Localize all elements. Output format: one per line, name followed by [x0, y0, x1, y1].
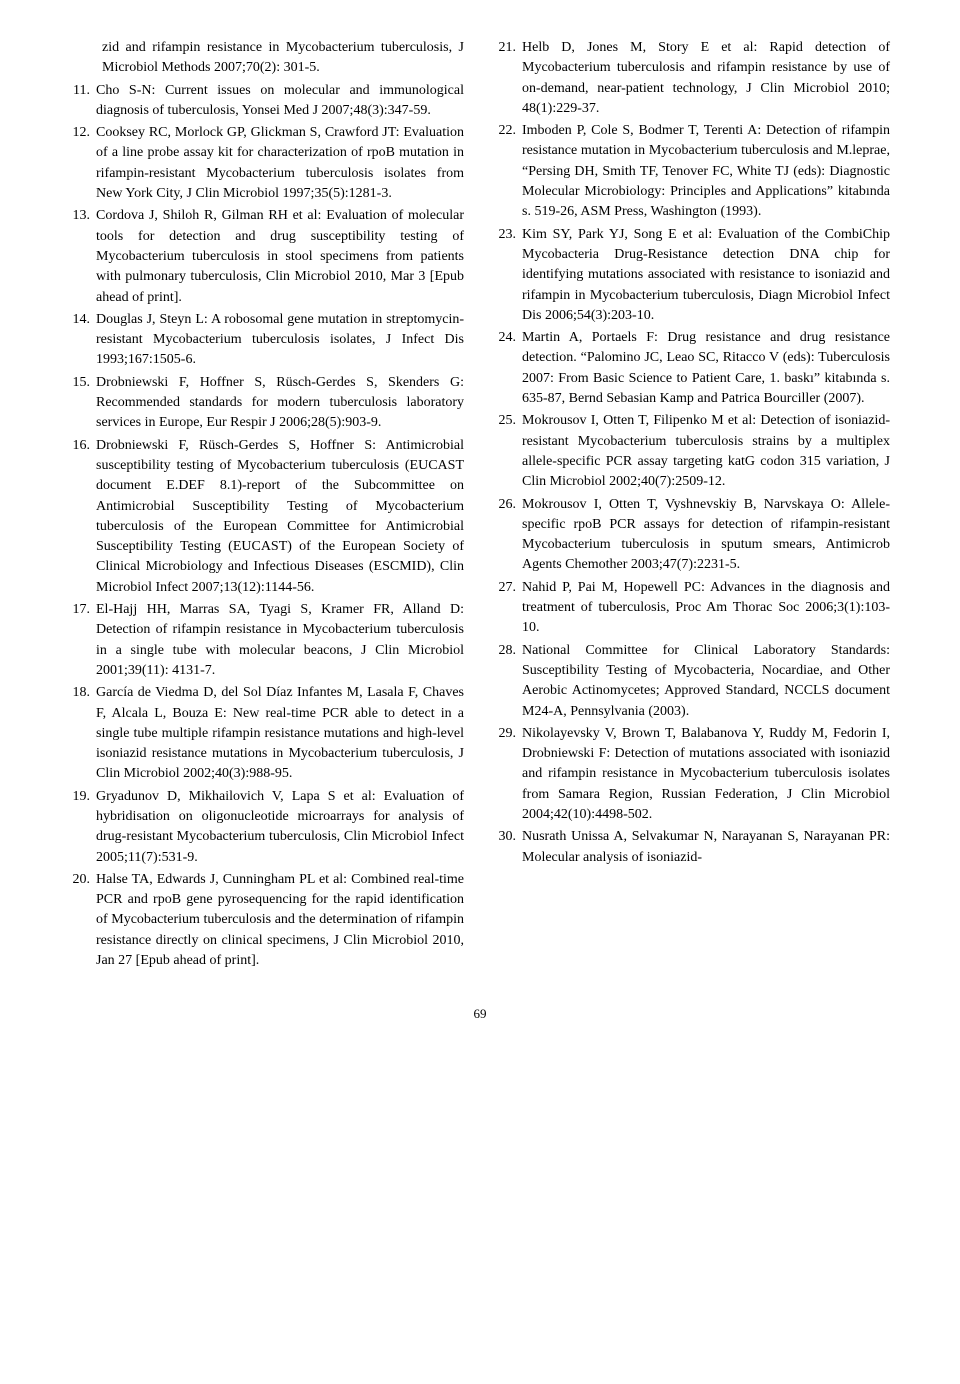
reference-number: 14. [70, 310, 96, 371]
reference-text: Cooksey RC, Morlock GP, Glickman S, Craw… [96, 123, 464, 204]
reference-text: El-Hajj HH, Marras SA, Tyagi S, Kramer F… [96, 600, 464, 681]
reference-item: 28.National Committee for Clinical Labor… [496, 641, 890, 722]
reference-text: Imboden P, Cole S, Bodmer T, Terenti A: … [522, 121, 890, 222]
reference-number: 25. [496, 411, 522, 492]
reference-item: 29.Nikolayevsky V, Brown T, Balabanova Y… [496, 724, 890, 825]
reference-orphan-continuation: zid and rifampin resistance in Mycobacte… [70, 38, 464, 79]
reference-number: 12. [70, 123, 96, 204]
reference-number: 27. [496, 578, 522, 639]
reference-text: Cordova J, Shiloh R, Gilman RH et al: Ev… [96, 206, 464, 307]
reference-item: 13.Cordova J, Shiloh R, Gilman RH et al:… [70, 206, 464, 307]
reference-item: 25.Mokrousov I, Otten T, Filipenko M et … [496, 411, 890, 492]
reference-item: 30.Nusrath Unissa A, Selvakumar N, Naray… [496, 827, 890, 868]
reference-number: 22. [496, 121, 522, 222]
reference-text: Drobniewski F, Rüsch-Gerdes S, Hoffner S… [96, 436, 464, 598]
reference-text: Mokrousov I, Otten T, Filipenko M et al:… [522, 411, 890, 492]
reference-number: 29. [496, 724, 522, 825]
reference-text: Nikolayevsky V, Brown T, Balabanova Y, R… [522, 724, 890, 825]
reference-number: 21. [496, 38, 522, 119]
reference-number: 19. [70, 787, 96, 868]
reference-text: National Committee for Clinical Laborato… [522, 641, 890, 722]
reference-text: Drobniewski F, Hoffner S, Rüsch-Gerdes S… [96, 373, 464, 434]
reference-item: 19.Gryadunov D, Mikhailovich V, Lapa S e… [70, 787, 464, 868]
reference-number: 13. [70, 206, 96, 307]
reference-number: 24. [496, 328, 522, 409]
reference-item: 22.Imboden P, Cole S, Bodmer T, Terenti … [496, 121, 890, 222]
reference-item: 15.Drobniewski F, Hoffner S, Rüsch-Gerde… [70, 373, 464, 434]
reference-item: 26.Mokrousov I, Otten T, Vyshnevskiy B, … [496, 495, 890, 576]
reference-number: 16. [70, 436, 96, 598]
reference-number: 11. [70, 81, 96, 122]
reference-number: 20. [70, 870, 96, 971]
reference-item: 18.García de Viedma D, del Sol Díaz Infa… [70, 683, 464, 784]
reference-item: 12.Cooksey RC, Morlock GP, Glickman S, C… [70, 123, 464, 204]
reference-text: Nahid P, Pai M, Hopewell PC: Advances in… [522, 578, 890, 639]
reference-text: Cho S-N: Current issues on molecular and… [96, 81, 464, 122]
reference-text: Halse TA, Edwards J, Cunningham PL et al… [96, 870, 464, 971]
reference-number: 23. [496, 225, 522, 326]
reference-item: 21.Helb D, Jones M, Story E et al: Rapid… [496, 38, 890, 119]
reference-item: 14.Douglas J, Steyn L: A robosomal gene … [70, 310, 464, 371]
reference-item: 17.El-Hajj HH, Marras SA, Tyagi S, Krame… [70, 600, 464, 681]
reference-item: 16.Drobniewski F, Rüsch-Gerdes S, Hoffne… [70, 436, 464, 598]
reference-text: Nusrath Unissa A, Selvakumar N, Narayana… [522, 827, 890, 868]
reference-text: Mokrousov I, Otten T, Vyshnevskiy B, Nar… [522, 495, 890, 576]
reference-item: 11.Cho S-N: Current issues on molecular … [70, 81, 464, 122]
reference-text: Helb D, Jones M, Story E et al: Rapid de… [522, 38, 890, 119]
reference-text: Martin A, Portaels F: Drug resistance an… [522, 328, 890, 409]
reference-text: Gryadunov D, Mikhailovich V, Lapa S et a… [96, 787, 464, 868]
reference-text: Kim SY, Park YJ, Song E et al: Evaluatio… [522, 225, 890, 326]
reference-number: 15. [70, 373, 96, 434]
reference-text: Douglas J, Steyn L: A robosomal gene mut… [96, 310, 464, 371]
reference-text: García de Viedma D, del Sol Díaz Infante… [96, 683, 464, 784]
page-number: 69 [70, 1005, 890, 1024]
reference-number: 17. [70, 600, 96, 681]
reference-item: 20.Halse TA, Edwards J, Cunningham PL et… [70, 870, 464, 971]
reference-item: 24.Martin A, Portaels F: Drug resistance… [496, 328, 890, 409]
reference-number: 26. [496, 495, 522, 576]
reference-number: 30. [496, 827, 522, 868]
reference-item: 23.Kim SY, Park YJ, Song E et al: Evalua… [496, 225, 890, 326]
references-columns: zid and rifampin resistance in Mycobacte… [70, 38, 890, 971]
reference-item: 27.Nahid P, Pai M, Hopewell PC: Advances… [496, 578, 890, 639]
reference-number: 28. [496, 641, 522, 722]
reference-number: 18. [70, 683, 96, 784]
